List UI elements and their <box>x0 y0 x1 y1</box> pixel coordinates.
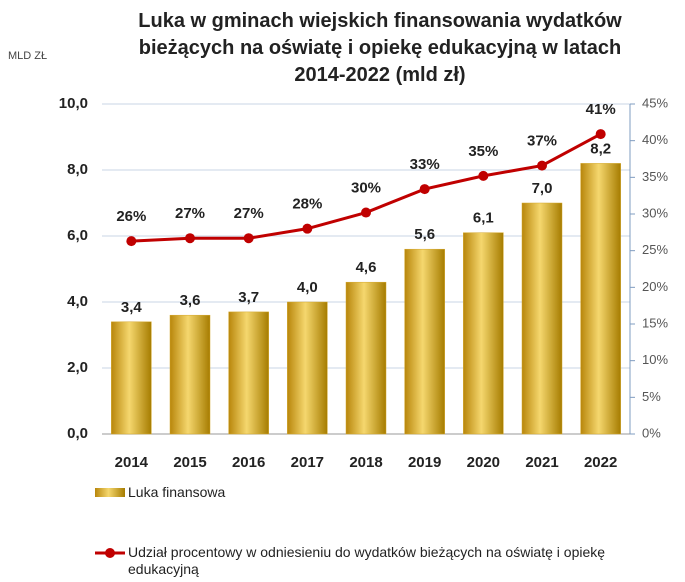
y2-tick-label: 5% <box>642 389 661 404</box>
bar <box>345 281 387 435</box>
y2-tick-label: 20% <box>642 279 668 294</box>
line-label: 27% <box>234 205 264 222</box>
line-point <box>537 160 547 171</box>
y2-tick-label: 35% <box>642 169 668 184</box>
legend-label: Luka finansowa <box>128 484 226 500</box>
line-label: 27% <box>175 205 205 222</box>
line-label: 41% <box>586 101 616 118</box>
x-tick-label: 2016 <box>232 454 265 471</box>
y-tick-label: 10,0 <box>59 95 88 112</box>
y2-tick-label: 25% <box>642 242 668 257</box>
bar <box>228 311 269 435</box>
bar-label: 4,0 <box>297 279 318 296</box>
chart-title: Luka w gminach wiejskich finansowania wy… <box>138 10 622 86</box>
y2-tick-label: 45% <box>642 95 668 110</box>
y-tick-label: 6,0 <box>67 227 88 244</box>
bar <box>404 248 445 435</box>
bar <box>580 163 621 435</box>
line-label: 37% <box>527 133 557 150</box>
x-tick-label: 2020 <box>467 454 500 471</box>
bar-label: 3,4 <box>121 299 143 316</box>
bar <box>111 321 152 435</box>
bar <box>287 301 328 435</box>
y-tick-label: 4,0 <box>67 293 88 310</box>
line-label: 35% <box>468 143 498 160</box>
bar-label: 5,6 <box>414 226 435 243</box>
bar <box>521 202 563 435</box>
line-point <box>419 184 430 195</box>
x-tick-label: 2017 <box>291 454 324 471</box>
x-tick-label: 2015 <box>173 454 206 471</box>
bar-label: 3,6 <box>180 292 201 309</box>
y-tick-label: 0,0 <box>67 425 88 442</box>
line-label: 33% <box>410 156 440 173</box>
x-tick-label: 2021 <box>525 454 558 471</box>
bar-label: 8,2 <box>590 140 611 157</box>
line-label: 26% <box>116 208 146 225</box>
y-tick-label: 8,0 <box>67 161 88 178</box>
line-point <box>302 223 313 234</box>
x-tick-label: 2014 <box>115 454 149 471</box>
bar <box>169 314 211 435</box>
y2-tick-label: 15% <box>642 315 668 330</box>
y2-tick-label: 30% <box>642 205 668 220</box>
bar-label: 6,1 <box>473 210 494 227</box>
line-point <box>243 233 254 244</box>
y2-tick-label: 40% <box>642 132 668 147</box>
line-point <box>478 170 489 181</box>
line-point <box>361 207 371 218</box>
y2-tick-label: 10% <box>642 352 668 367</box>
y-tick-label: 2,0 <box>67 359 88 376</box>
bar <box>463 232 504 435</box>
y-axis-label: MLD ZŁ <box>8 50 48 62</box>
legend-swatch <box>105 548 115 558</box>
bar-label: 3,7 <box>238 289 259 306</box>
x-tick-label: 2019 <box>408 454 441 471</box>
line-point <box>595 129 606 140</box>
line-point <box>185 233 195 244</box>
y2-tick-label: 0% <box>642 425 661 440</box>
legend-label: Udział procentowy w odniesieniu do wydat… <box>128 544 606 577</box>
legend-swatch <box>95 488 125 497</box>
x-tick-label: 2022 <box>584 454 617 471</box>
line-label: 30% <box>351 180 381 197</box>
line-point <box>126 236 137 247</box>
bar-label: 4,6 <box>356 259 377 276</box>
x-tick-label: 2018 <box>349 454 382 471</box>
line-label: 28% <box>292 196 322 213</box>
bar-label: 7,0 <box>532 180 553 197</box>
